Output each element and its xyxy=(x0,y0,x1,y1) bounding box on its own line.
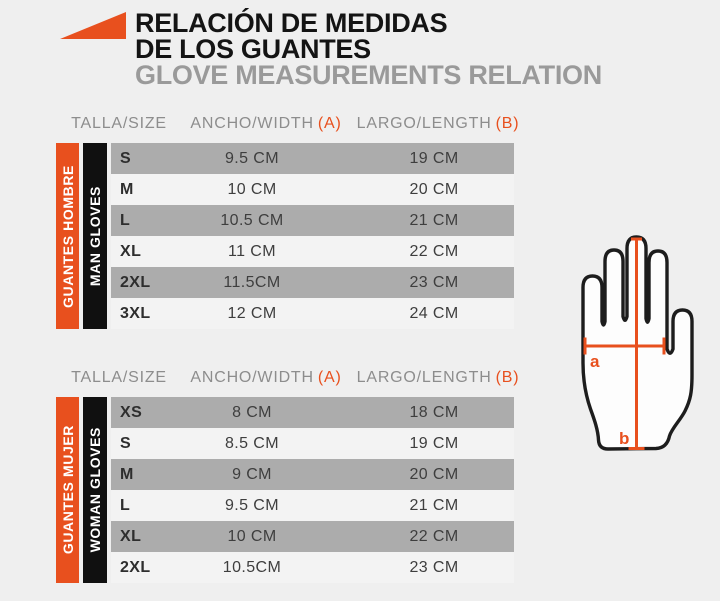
cell-width: 10.5CM xyxy=(222,558,282,576)
column-header-width-marker: (A) xyxy=(317,369,342,386)
cell-size: M xyxy=(120,180,134,198)
cell-length: 22 CM xyxy=(409,242,459,260)
cell-size: XS xyxy=(120,403,143,421)
table-row: S 9.5 CM 19 CM xyxy=(111,143,514,174)
cell-length: 23 CM xyxy=(409,558,459,576)
column-header-length-marker: (B) xyxy=(495,369,520,386)
table-row: 2XL 10.5CM 23 CM xyxy=(111,552,514,583)
table-row: L 9.5 CM 21 CM xyxy=(111,490,514,521)
cell-width: 9.5 CM xyxy=(225,496,279,514)
side-label-text: WOMAN GLOVES xyxy=(87,427,103,553)
cell-length: 20 CM xyxy=(409,465,459,483)
column-header-length-label: LARGO/LENGTH xyxy=(356,115,492,132)
column-header-width-marker: (A) xyxy=(317,115,342,132)
column-header-size: TALLA/SIZE xyxy=(71,366,167,390)
cell-length: 19 CM xyxy=(409,434,459,452)
column-header-size-label: TALLA/SIZE xyxy=(71,369,167,386)
column-header-size-label: TALLA/SIZE xyxy=(71,115,167,132)
cell-size: XL xyxy=(120,242,142,260)
column-header-width: ANCHO/WIDTH (A) xyxy=(190,366,341,390)
width-measure-line-a xyxy=(583,337,666,355)
cell-width: 8.5 CM xyxy=(225,434,279,452)
women-gloves-rows: XS 8 CM 18 CM S 8.5 CM 19 CM M 9 CM 20 CM L 9.5 CM… xyxy=(111,397,514,583)
side-label-man-gloves: MAN GLOVES xyxy=(83,143,107,329)
cell-length: 21 CM xyxy=(409,211,459,229)
cell-width: 9.5 CM xyxy=(225,149,279,167)
column-header-size: TALLA/SIZE xyxy=(71,112,167,136)
table-row: XL 10 CM 22 CM xyxy=(111,521,514,552)
cell-width: 11.5CM xyxy=(223,273,281,291)
length-marker-label: b xyxy=(619,429,629,448)
side-label-text: GUANTES MUJER xyxy=(59,425,76,555)
column-header-width: ANCHO/WIDTH (A) xyxy=(190,112,341,136)
side-label-text: MAN GLOVES xyxy=(87,185,103,287)
column-header-length: LARGO/LENGTH (B) xyxy=(357,366,520,390)
cell-length: 18 CM xyxy=(409,403,459,421)
cell-length: 20 CM xyxy=(409,180,459,198)
cell-size: 2XL xyxy=(120,558,151,576)
brand-triangle-icon xyxy=(60,12,126,39)
side-label-woman-gloves: WOMAN GLOVES xyxy=(83,397,107,583)
cell-length: 24 CM xyxy=(409,304,459,322)
table-row: M 10 CM 20 CM xyxy=(111,174,514,205)
men-gloves-rows: S 9.5 CM 19 CM M 10 CM 20 CM L 10.5 CM 21 CM XL 11… xyxy=(111,143,514,329)
column-header-length: LARGO/LENGTH (B) xyxy=(357,112,520,136)
width-marker-label: a xyxy=(590,352,600,371)
cell-size: S xyxy=(120,149,132,167)
cell-width: 10 CM xyxy=(227,180,277,198)
hand-measurement-diagram: a b xyxy=(581,235,694,451)
cell-width: 8 CM xyxy=(232,403,272,421)
table-row: 2XL 11.5CM 23 CM xyxy=(111,267,514,298)
women-gloves-table: TALLA/SIZE ANCHO/WIDTH (A) LARGO/LENGTH (B… xyxy=(0,366,720,586)
cell-width: 10.5 CM xyxy=(220,211,284,229)
side-label-guantes-mujer: GUANTES MUJER xyxy=(56,397,79,583)
cell-size: L xyxy=(120,496,131,514)
length-measure-line-b xyxy=(628,237,645,450)
cell-size: 2XL xyxy=(120,273,151,291)
table-row: L 10.5 CM 21 CM xyxy=(111,205,514,236)
column-header-length-label: LARGO/LENGTH xyxy=(356,369,492,386)
cell-size: XL xyxy=(120,527,142,545)
cell-length: 22 CM xyxy=(409,527,459,545)
table-row: XS 8 CM 18 CM xyxy=(111,397,514,428)
cell-width: 9 CM xyxy=(232,465,272,483)
table-row: S 8.5 CM 19 CM xyxy=(111,428,514,459)
cell-size: 3XL xyxy=(120,304,151,322)
column-header-length-marker: (B) xyxy=(495,115,520,132)
cell-length: 23 CM xyxy=(409,273,459,291)
cell-size: L xyxy=(120,211,131,229)
side-label-text: GUANTES HOMBRE xyxy=(59,164,76,308)
column-header-width-label: ANCHO/WIDTH xyxy=(190,369,314,386)
page-subtitle: GLOVE MEASUREMENTS RELATION xyxy=(135,60,602,90)
table-row: XL 11 CM 22 CM xyxy=(111,236,514,267)
cell-length: 21 CM xyxy=(409,496,459,514)
cell-size: S xyxy=(120,434,132,452)
cell-size: M xyxy=(120,465,134,483)
cell-width: 11 CM xyxy=(228,242,276,260)
men-gloves-table: TALLA/SIZE ANCHO/WIDTH (A) LARGO/LENGTH (B… xyxy=(0,112,720,332)
column-header-width-label: ANCHO/WIDTH xyxy=(190,115,314,132)
side-label-guantes-hombre: GUANTES HOMBRE xyxy=(56,143,79,329)
cell-width: 10 CM xyxy=(227,527,277,545)
table-row: M 9 CM 20 CM xyxy=(111,459,514,490)
page-title-line1: RELACIÓN DE MEDIDAS xyxy=(135,8,448,38)
cell-length: 19 CM xyxy=(409,149,459,167)
cell-width: 12 CM xyxy=(227,304,277,322)
page-title-line2: DE LOS GUANTES xyxy=(135,34,371,64)
table-row: 3XL 12 CM 24 CM xyxy=(111,298,514,329)
